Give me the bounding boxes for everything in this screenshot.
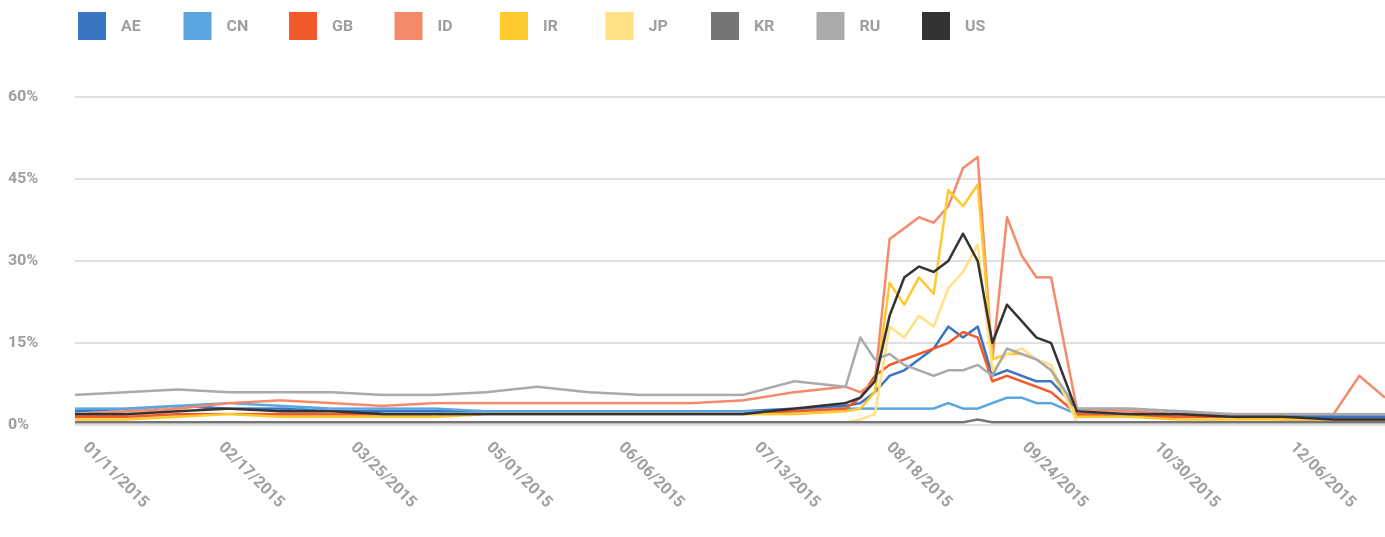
x-tick-label: 02/17/2015 [215, 437, 289, 511]
x-tick-label: 03/25/2015 [347, 437, 421, 511]
legend-label: RU [860, 16, 881, 35]
x-tick-label: 06/06/2015 [615, 437, 689, 511]
y-tick-label: 15% [8, 332, 38, 351]
series-line [74, 336, 1385, 416]
legend-label: KR [754, 16, 774, 35]
legend-label: JP [649, 16, 668, 35]
x-tick-label: 07/13/2015 [751, 437, 825, 511]
y-tick-label: 30% [8, 250, 38, 269]
x-tick-label: 05/01/2015 [483, 437, 557, 511]
series-line [75, 183, 1385, 421]
y-tick-label: 60% [8, 86, 38, 105]
legend-swatch [922, 12, 950, 40]
legend-swatch [711, 12, 739, 40]
legend-label: AE [121, 16, 141, 35]
series-line [74, 325, 1385, 419]
x-tick-label: 09/24/2015 [1019, 437, 1093, 511]
legend-swatch [500, 12, 528, 40]
series-line [74, 155, 1385, 416]
legend-label: GB [332, 16, 353, 35]
y-tick-label: 45% [8, 168, 38, 187]
legend-label: US [965, 16, 986, 35]
y-tick-label: 0% [8, 414, 29, 433]
series-line [75, 232, 1385, 421]
legend-swatch [816, 12, 845, 40]
x-tick-label: 01/11/2015 [80, 437, 154, 511]
legend-swatch [183, 12, 212, 40]
legend-swatch [605, 12, 634, 40]
x-tick-label: 12/06/2015 [1287, 437, 1361, 511]
legend-swatch [394, 12, 423, 40]
x-tick-label: 08/18/2015 [883, 437, 957, 511]
x-tick-label: 10/30/2015 [1151, 437, 1225, 511]
legend-label: CN [227, 16, 249, 35]
legend-label: IR [543, 16, 558, 35]
legend-swatch [289, 12, 317, 40]
legend-swatch [78, 12, 106, 40]
legend-label: ID [438, 16, 453, 35]
series-line [75, 418, 1385, 424]
